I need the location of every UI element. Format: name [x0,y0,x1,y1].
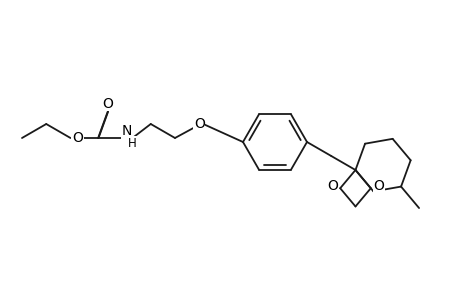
Text: H: H [128,136,137,149]
Text: O: O [102,97,113,111]
Text: O: O [193,117,204,131]
Text: O: O [72,131,83,145]
Text: O: O [373,179,383,193]
Text: O: O [326,179,337,193]
Text: N: N [121,124,131,138]
